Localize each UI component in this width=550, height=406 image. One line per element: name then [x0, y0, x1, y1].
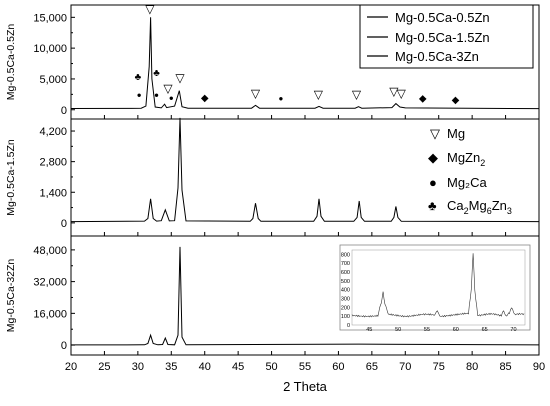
phase-marker: ♣ [135, 72, 142, 83]
inset-frame [339, 244, 531, 331]
inset-y-tick-label: 0 [347, 323, 350, 329]
phase-marker: ▽ [314, 88, 324, 102]
phase-marker: ● [169, 94, 174, 103]
x-tick-label: 40 [199, 361, 211, 373]
x-axis: 20 25 30 35 40 45 50 55 60 65 70 75 80 85 90 2 Theta [65, 115, 545, 394]
y-tick-label: 48,000 [33, 245, 67, 257]
x-tick-label: 50 [265, 361, 277, 373]
x-axis-label: 2 Theta [283, 379, 328, 394]
legend-entry-3: Mg-0.5Ca-3Zn [395, 49, 479, 64]
y-tick-label: 1,400 [39, 187, 67, 199]
phase-marker: ◆ [419, 94, 427, 105]
x-tick-label: 35 [165, 361, 177, 373]
phase-marker: ◆ [201, 93, 209, 104]
y-tick-label: 5,000 [39, 74, 67, 86]
x-tick-label: 55 [299, 361, 311, 373]
phase-marker: ● [279, 94, 284, 103]
y-tick-label: 10,000 [33, 43, 67, 55]
y-tick-label: 0 [61, 105, 67, 117]
x-tick-label: 60 [332, 361, 344, 373]
phase-marker: ● [154, 90, 159, 99]
phase-marker: ● [137, 90, 142, 99]
phase-marker: ▽ [175, 71, 185, 85]
phase-symbol-ca2mg6zn3: ♣ [428, 198, 437, 213]
legend-entry-2: Mg-0.5Ca-1.5Zn [395, 30, 490, 45]
y-tick-label: 32,000 [33, 277, 67, 289]
series-line [70, 117, 540, 223]
phase-label-mg2ca: Mg₂Ca [447, 175, 487, 190]
phase-label-ca2mg6zn3: Ca2Mg6Zn3 [447, 198, 512, 216]
inset-series-line [351, 253, 525, 318]
x-tick-label: 20 [65, 361, 77, 373]
inset-y-tick-label: 400 [341, 288, 350, 294]
y-tick-label: 16,000 [33, 308, 67, 320]
inset-y-tick-label: 500 [341, 279, 350, 285]
phase-label-mgzn2: MgZn2 [447, 150, 485, 168]
inset-y-tick-label: 700 [341, 261, 350, 267]
phase-marker: ▽ [163, 82, 173, 96]
phase-marker: ▽ [251, 86, 261, 100]
phase-marker: ▽ [352, 88, 362, 102]
phase-marker: ▽ [389, 85, 399, 99]
y-tick-label: 0 [61, 218, 67, 230]
phase-symbol-mg: ▽ [430, 126, 440, 141]
inset-y-tick-label: 300 [341, 297, 350, 303]
x-tick-label: 45 [232, 361, 244, 373]
y-axis-label: Mg-0.5Ca-0.5Zn [5, 24, 17, 101]
phase-legend: ▽ Mg ◆ MgZn2 ● Mg₂Ca ♣ Ca2Mg6Zn3 [428, 126, 512, 216]
phase-marker: ▽ [397, 86, 407, 100]
series-line [70, 17, 540, 110]
x-tick-label: 85 [499, 361, 511, 373]
inset-x-tick-label: 45 [366, 327, 372, 333]
y-tick-label: 15,000 [33, 12, 67, 24]
legend-box [359, 4, 534, 69]
inset-y-tick-label: 200 [341, 305, 350, 311]
inset-chart: 0 100 200 300 400 500 600 700 800 45 50 55 60 65 70 [339, 244, 531, 333]
x-tick-label: 25 [98, 361, 110, 373]
inset-x-tick-label: 70 [510, 327, 516, 333]
inset-y-tick-label: 800 [341, 252, 350, 258]
y-axis-label: Mg-0.5Ca-32Zn [5, 259, 17, 333]
inset-x-tick-label: 55 [424, 327, 430, 333]
phase-label-mg: Mg [447, 126, 465, 141]
y-tick-label: 0 [61, 340, 67, 352]
x-tick-label: 75 [433, 361, 445, 373]
inset-x-tick-label: 60 [453, 327, 459, 333]
series-line [70, 246, 540, 346]
x-tick-label: 30 [132, 361, 144, 373]
x-tick-label: 70 [399, 361, 411, 373]
legend: Mg-0.5Ca-0.5Zn Mg-0.5Ca-1.5Zn Mg-0.5Ca-3… [359, 4, 534, 69]
inset-x-tick-label: 50 [395, 327, 401, 333]
inset-x-tick-label: 65 [482, 327, 488, 333]
phase-marker: ◆ [452, 95, 460, 106]
y-axis-label: Mg-0.5Ca-1.5Zn [5, 139, 17, 216]
x-tick-label: 90 [533, 361, 545, 373]
phase-marker: ♣ [153, 68, 160, 79]
phase-symbol-mg2ca: ● [429, 175, 437, 190]
y-tick-label: 4,200 [39, 126, 67, 138]
x-tick-label: 80 [466, 361, 478, 373]
y-tick-label: 2,800 [39, 157, 67, 169]
phase-symbol-mgzn2: ◆ [428, 150, 438, 165]
legend-entry-1: Mg-0.5Ca-0.5Zn [395, 10, 490, 25]
x-tick-label: 65 [366, 361, 378, 373]
inset-y-tick-label: 600 [341, 270, 350, 276]
inset-plot-area [351, 249, 526, 326]
inset-y-tick-label: 100 [341, 314, 350, 320]
phase-marker: ▽ [145, 2, 155, 16]
